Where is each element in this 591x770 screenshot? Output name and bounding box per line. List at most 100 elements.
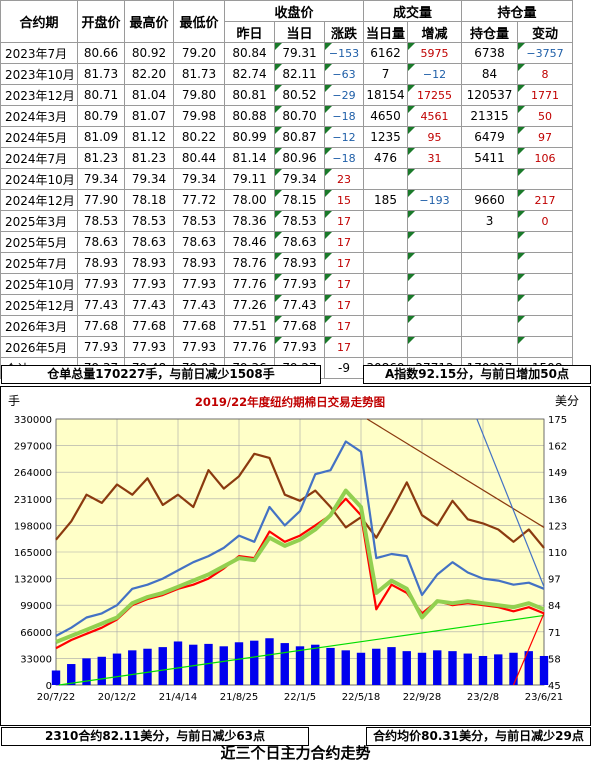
table-cell: 2023年10月 <box>0 63 78 85</box>
table-cell: 17 <box>324 231 364 253</box>
table-cell: 217 <box>517 189 574 211</box>
oi-group-header: 持仓量 <box>461 0 574 22</box>
volume-bar <box>326 647 335 685</box>
x-tick-label: 20/12/2 <box>98 692 137 703</box>
table-cell <box>517 168 574 190</box>
table-cell: 84 <box>461 63 519 85</box>
x-tick-label: 21/4/14 <box>159 692 198 703</box>
right-tick-label: 45 <box>548 681 561 692</box>
table-cell: 77.68 <box>173 315 225 337</box>
table-cell: 77.93 <box>124 336 174 358</box>
table-cell: 2025年5月 <box>0 231 78 253</box>
table-cell: 95 <box>407 126 463 148</box>
table-cell: 50 <box>517 105 574 127</box>
table-cell: 81.07 <box>124 105 174 127</box>
col-header-prev: 昨日 <box>224 21 275 43</box>
table-cell: 77.93 <box>77 336 125 358</box>
table-cell: 78.53 <box>173 210 225 232</box>
left-tick-label: 264000 <box>14 468 52 479</box>
table-cell: 81.04 <box>124 84 174 106</box>
table-cell <box>407 210 463 232</box>
left-tick-label: 33000 <box>20 654 52 665</box>
table-cell: 2026年3月 <box>0 315 78 337</box>
table-cell <box>407 231 463 253</box>
col-header-change: 涨跌 <box>324 21 364 43</box>
table-cell: 1235 <box>362 126 409 148</box>
table-cell: 80.66 <box>77 42 125 64</box>
x-tick-label: 20/7/22 <box>37 692 76 703</box>
table-row: 2025年5月 78.63 78.63 78.63 78.46 78.63 17 <box>0 231 574 253</box>
col-header-volume-change: 增减 <box>407 21 463 43</box>
volume-bar <box>143 648 152 685</box>
table-cell: 17 <box>324 273 364 295</box>
price-series-line <box>55 488 545 644</box>
left-tick-label: 66000 <box>20 628 52 639</box>
table-cell: 77.93 <box>173 336 225 358</box>
table-cell: 81.09 <box>77 126 125 148</box>
table-cell: 82.74 <box>224 63 275 85</box>
table-cell: 78.63 <box>124 231 174 253</box>
right-tick-label: 123 <box>548 521 567 532</box>
volume-bar <box>356 652 366 685</box>
table-cell: 77.68 <box>274 315 325 337</box>
volume-bar <box>112 653 122 685</box>
table-cell <box>517 252 574 274</box>
table-cell: 2025年7月 <box>0 252 78 274</box>
table-row: 2024年12月 77.90 78.18 77.72 78.00 78.15 15 185 −1… <box>0 189 574 211</box>
table-cell: 79.31 <box>274 42 325 64</box>
table-cell: 17 <box>324 252 364 274</box>
x-tick-label: 23/2/8 <box>467 692 499 703</box>
table-cell <box>362 294 409 316</box>
table-row: 2023年12月 80.71 81.04 79.80 80.81 80.52 −29 1815… <box>0 84 574 106</box>
trend-line <box>476 418 545 588</box>
volume-bar <box>173 641 183 685</box>
table-row: 2023年10月 81.73 82.20 81.73 82.74 82.11 −63 7 −12… <box>0 63 574 85</box>
table-cell: 77.93 <box>77 273 125 295</box>
table-cell: 80.71 <box>77 84 125 106</box>
table-cell <box>362 231 409 253</box>
volume-bar <box>250 640 259 685</box>
table-cell: 80.87 <box>274 126 325 148</box>
warehouse-summary: 仓单总量170227手，与前日减少1508手 <box>1 365 321 384</box>
table-cell: 23 <box>324 168 364 190</box>
table-cell: 80.70 <box>274 105 325 127</box>
table-cell: 77.43 <box>77 294 125 316</box>
volume-bar <box>67 664 76 685</box>
table-cell: 6738 <box>461 42 519 64</box>
table-cell: 78.46 <box>224 231 275 253</box>
table-cell <box>461 294 519 316</box>
col-header-today: 当日 <box>274 21 325 43</box>
table-cell: 79.34 <box>274 168 325 190</box>
table-cell: 78.63 <box>77 231 125 253</box>
table-cell <box>362 168 409 190</box>
right-tick-label: 110 <box>548 548 567 559</box>
table-cell: 78.15 <box>274 189 325 211</box>
table-cell: 79.34 <box>124 168 174 190</box>
table-cell: −3757 <box>517 42 574 64</box>
table-cell: 6479 <box>461 126 519 148</box>
right-tick-label: 175 <box>548 415 567 426</box>
volume-bar <box>128 650 137 685</box>
table-cell: 77.43 <box>173 294 225 316</box>
table-cell: 185 <box>362 189 409 211</box>
table-cell: 78.76 <box>224 252 275 274</box>
right-tick-label: 71 <box>548 628 561 639</box>
right-tick-label: 136 <box>548 495 567 506</box>
table-cell: 80.84 <box>224 42 275 64</box>
table-cell: 77.68 <box>124 315 174 337</box>
volume-bar <box>97 656 106 685</box>
close-group-header: 收盘价 <box>224 0 364 22</box>
volume-bar <box>341 650 350 685</box>
table-cell <box>407 252 463 274</box>
x-tick-label: 23/6/21 <box>525 692 564 703</box>
table-cell: 78.93 <box>77 252 125 274</box>
table-cell: 2023年7月 <box>0 42 78 64</box>
table-cell: 81.12 <box>124 126 174 148</box>
table-cell: 78.63 <box>173 231 225 253</box>
volume-bar <box>478 655 488 685</box>
table-cell: 4561 <box>407 105 463 127</box>
left-tick-label: 297000 <box>14 442 52 453</box>
table-cell <box>362 210 409 232</box>
table-cell: 79.34 <box>77 168 125 190</box>
table-cell: 17 <box>324 210 364 232</box>
